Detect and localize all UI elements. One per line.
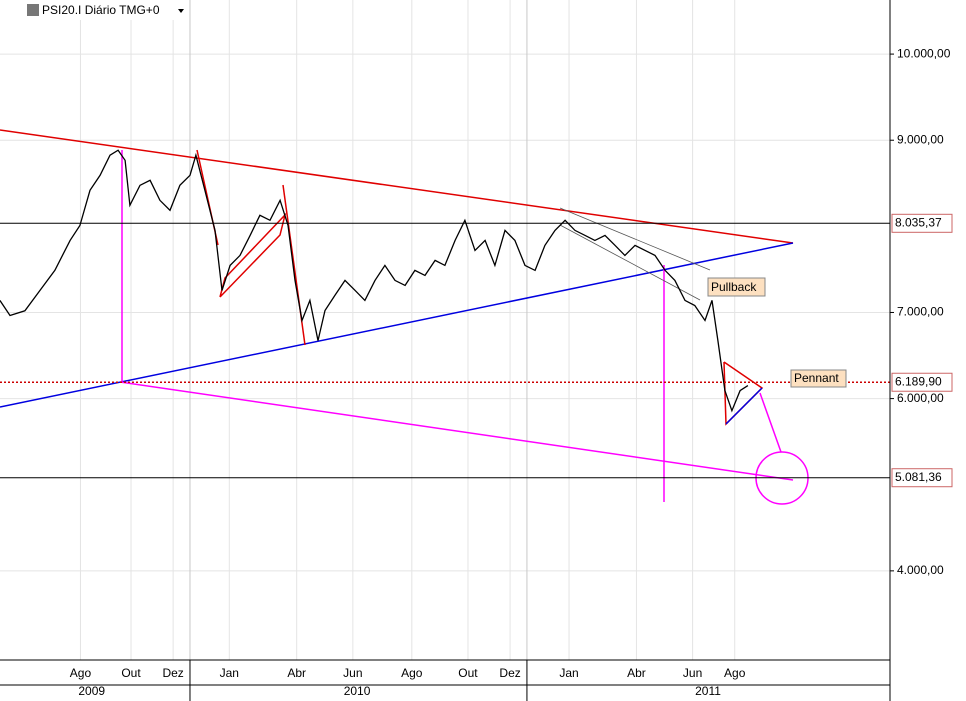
support-line: [0, 242, 794, 408]
level-label: 6.189,90: [895, 374, 942, 388]
x-tick-label: Jan: [220, 666, 239, 680]
x-tick-label: Out: [458, 666, 478, 680]
y-tick-label: 6.000,00: [897, 391, 944, 405]
x-tick-label: Ago: [70, 666, 92, 680]
channel-line: [559, 224, 701, 301]
year-label: 2009: [78, 684, 105, 698]
y-tick-label: 10.000,00: [897, 46, 951, 60]
level-label-box: [891, 372, 953, 392]
level-label-box: [891, 213, 953, 233]
annotation-box: [707, 277, 766, 297]
target-line: [119, 381, 794, 481]
y-tick-label: 4.000,00: [897, 563, 944, 577]
level-label-box: [891, 468, 953, 488]
grid: [0, 0, 890, 660]
x-tick-label: Ago: [401, 666, 423, 680]
pennant-support: [725, 387, 763, 425]
x-tick-label: Ago: [724, 666, 746, 680]
y-tick-label: 7.000,00: [897, 305, 944, 319]
icon: [27, 4, 39, 16]
resistance-line: [0, 129, 794, 244]
dropdown[interactable]: [178, 9, 184, 13]
chart-title: PSI20.I Diário TMG+0: [42, 3, 160, 17]
levels: [0, 222, 890, 479]
y-tick-label: 9.000,00: [897, 132, 944, 146]
annotation: Pennant: [794, 371, 839, 385]
annotation-box: [790, 369, 847, 388]
x-tick-label: Jun: [343, 666, 362, 680]
x-tick-label: Dez: [499, 666, 520, 680]
x-tick-label: Dez: [162, 666, 183, 680]
channel-line: [559, 207, 711, 271]
price-line: [0, 149, 749, 413]
year-label: 2011: [695, 684, 721, 698]
x-tick-label: Abr: [627, 666, 646, 680]
level-label: 8.035,37: [895, 215, 942, 229]
x-tick-label: Jun: [683, 666, 702, 680]
projection-line: [759, 392, 782, 453]
level-label: 5.081,36: [895, 470, 942, 484]
year-label: 2010: [344, 684, 371, 698]
price-series: [0, 149, 749, 413]
annotation: Pullback: [711, 280, 757, 294]
x-tick-label: Out: [121, 666, 141, 680]
x-tick-label: Jan: [559, 666, 578, 680]
title-box: [0, 0, 188, 20]
x-tick-label: Abr: [287, 666, 306, 680]
